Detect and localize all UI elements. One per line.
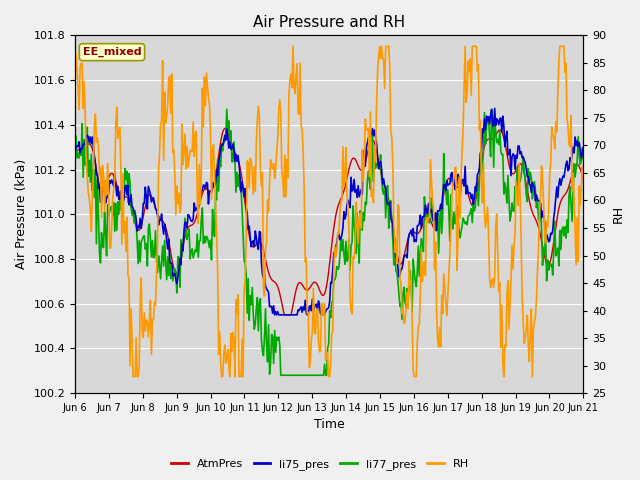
Y-axis label: Air Pressure (kPa): Air Pressure (kPa)	[15, 159, 28, 269]
Text: EE_mixed: EE_mixed	[83, 47, 141, 57]
Y-axis label: RH: RH	[612, 205, 625, 223]
Legend: AtmPres, li75_pres, li77_pres, RH: AtmPres, li75_pres, li77_pres, RH	[166, 455, 474, 474]
X-axis label: Time: Time	[314, 419, 344, 432]
Title: Air Pressure and RH: Air Pressure and RH	[253, 15, 405, 30]
